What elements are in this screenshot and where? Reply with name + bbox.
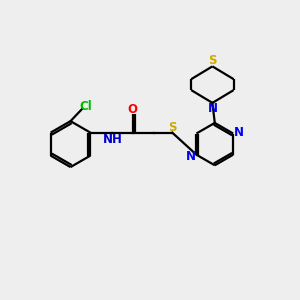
Text: Cl: Cl	[79, 100, 92, 113]
Text: NH: NH	[103, 133, 122, 146]
Text: S: S	[168, 121, 176, 134]
Text: N: N	[186, 150, 196, 163]
Text: O: O	[128, 103, 138, 116]
Text: N: N	[207, 102, 218, 115]
Text: N: N	[233, 126, 243, 140]
Text: S: S	[208, 54, 217, 67]
